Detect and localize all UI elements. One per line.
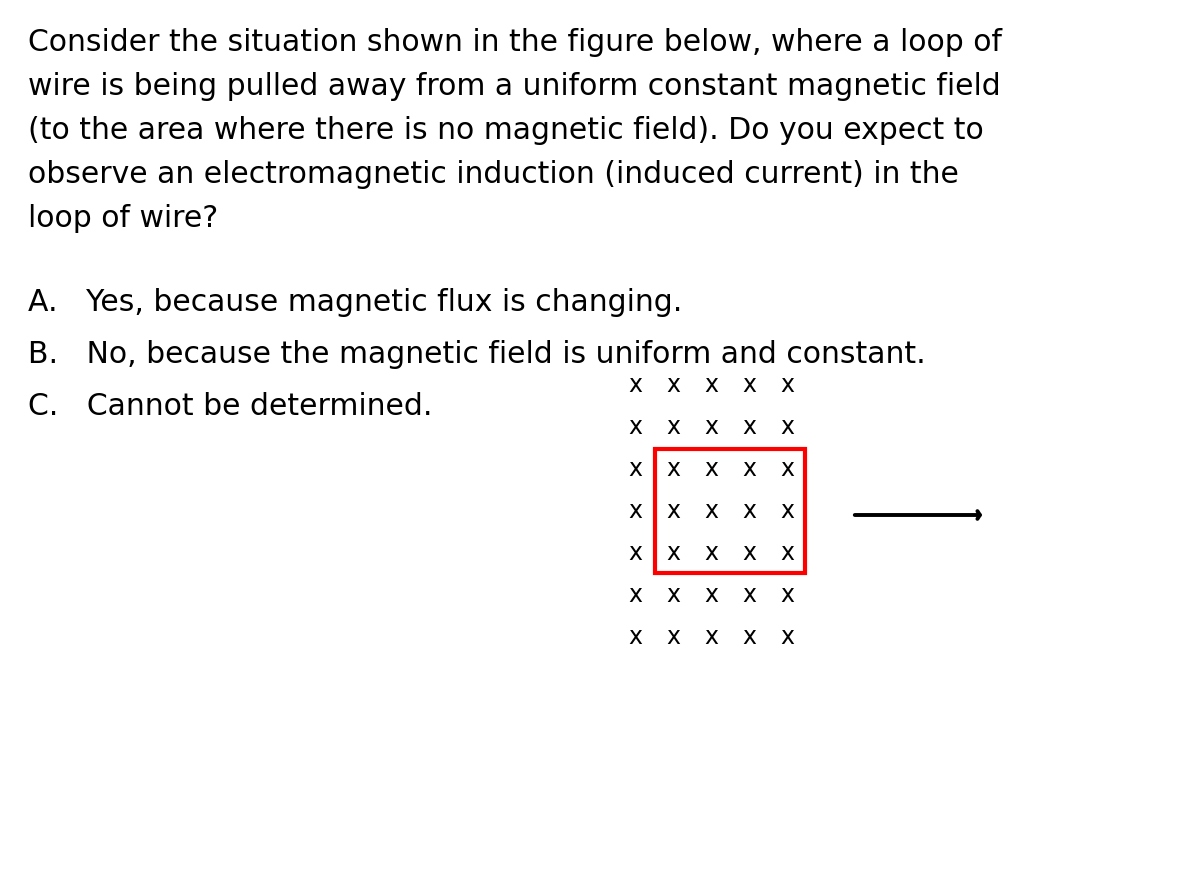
- Text: x: x: [742, 625, 756, 649]
- Text: x: x: [704, 457, 718, 481]
- Text: x: x: [742, 499, 756, 523]
- Text: A.   Yes, because magnetic flux is changing.: A. Yes, because magnetic flux is changin…: [28, 288, 683, 317]
- Text: C.   Cannot be determined.: C. Cannot be determined.: [28, 392, 432, 421]
- Text: x: x: [780, 583, 794, 607]
- Text: Consider the situation shown in the figure below, where a loop of: Consider the situation shown in the figu…: [28, 28, 1002, 57]
- Text: x: x: [628, 457, 642, 481]
- Text: wire is being pulled away from a uniform constant magnetic field: wire is being pulled away from a uniform…: [28, 72, 1001, 101]
- Text: x: x: [666, 499, 680, 523]
- Text: x: x: [666, 625, 680, 649]
- Text: x: x: [704, 541, 718, 565]
- Text: x: x: [780, 373, 794, 397]
- Text: x: x: [780, 499, 794, 523]
- Text: x: x: [742, 415, 756, 439]
- Text: x: x: [666, 415, 680, 439]
- Text: x: x: [704, 373, 718, 397]
- Text: x: x: [780, 625, 794, 649]
- Text: x: x: [742, 583, 756, 607]
- Text: x: x: [628, 373, 642, 397]
- Text: loop of wire?: loop of wire?: [28, 204, 218, 233]
- Text: B.   No, because the magnetic field is uniform and constant.: B. No, because the magnetic field is uni…: [28, 340, 925, 369]
- Text: x: x: [780, 415, 794, 439]
- Bar: [655, 449, 805, 574]
- Text: x: x: [742, 457, 756, 481]
- Text: x: x: [780, 457, 794, 481]
- Text: x: x: [704, 499, 718, 523]
- Text: x: x: [628, 625, 642, 649]
- Text: x: x: [628, 415, 642, 439]
- Text: x: x: [666, 457, 680, 481]
- Text: x: x: [666, 583, 680, 607]
- Text: x: x: [704, 415, 718, 439]
- Text: x: x: [704, 583, 718, 607]
- Text: x: x: [742, 373, 756, 397]
- Text: x: x: [704, 625, 718, 649]
- Text: observe an electromagnetic induction (induced current) in the: observe an electromagnetic induction (in…: [28, 160, 959, 189]
- Text: x: x: [628, 541, 642, 565]
- Text: x: x: [628, 499, 642, 523]
- Text: x: x: [666, 373, 680, 397]
- Text: x: x: [742, 541, 756, 565]
- Text: (to the area where there is no magnetic field). Do you expect to: (to the area where there is no magnetic …: [28, 116, 984, 145]
- Text: x: x: [780, 541, 794, 565]
- Text: x: x: [666, 541, 680, 565]
- Text: x: x: [628, 583, 642, 607]
